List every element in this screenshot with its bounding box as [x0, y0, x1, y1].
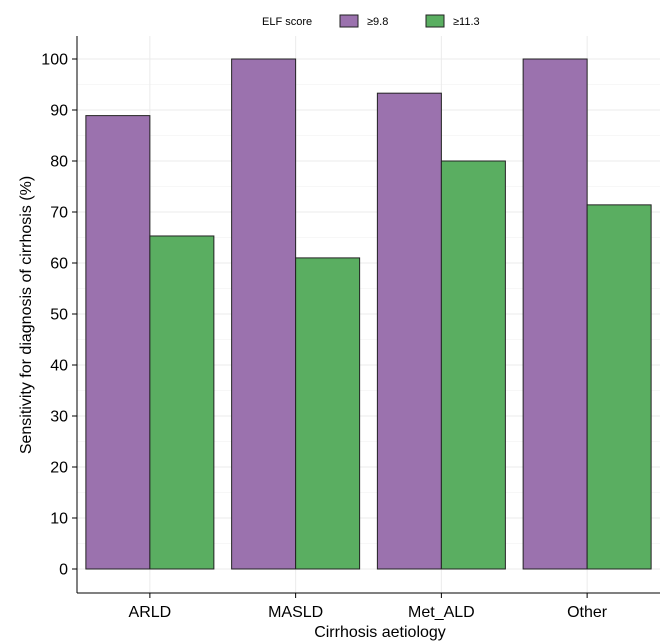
x-axis-title: Cirrhosis aetiology [314, 624, 446, 641]
legend: ELF score ≥9.8 ≥11.3 [262, 14, 480, 28]
y-tick-label: 60 [50, 256, 68, 273]
x-tick-label: Other [567, 604, 608, 621]
legend-title: ELF score [262, 16, 312, 28]
y-tick-label: 80 [50, 154, 68, 171]
bar-masld-series-2 [295, 257, 361, 570]
y-tick-label: 50 [50, 307, 68, 324]
y-tick-label: 0 [59, 562, 68, 579]
bar-other-series-2 [586, 204, 652, 570]
y-tick-label: 40 [50, 358, 68, 375]
bar-arld-series-1 [85, 115, 151, 570]
bar-arld-series-2 [149, 235, 215, 570]
x-tick-label: ARLD [129, 604, 172, 621]
y-axis-title: Sensitivity for diagnosis of cirrhosis (… [18, 176, 35, 454]
legend-label-series-1: ≥9.8 [367, 16, 388, 28]
bar-other-series-1 [522, 58, 588, 570]
y-tick-label: 100 [41, 52, 68, 69]
bars [85, 58, 652, 570]
y-tick-label: 20 [50, 460, 68, 477]
x-axis-ticks: ARLD MASLD Met_ALD Other [129, 593, 608, 621]
x-tick-label: MASLD [268, 604, 323, 621]
bar-masld-series-1 [231, 58, 297, 570]
legend-swatch-series-2 [425, 14, 445, 28]
y-tick-label: 90 [50, 103, 68, 120]
x-tick-label: Met_ALD [408, 604, 475, 621]
y-axis-ticks: 0 10 20 30 40 50 60 70 80 90 100 [41, 52, 77, 579]
legend-label-series-2: ≥11.3 [453, 16, 480, 28]
bar-met-ald-series-2 [440, 160, 506, 570]
bar-met-ald-series-1 [376, 92, 442, 570]
y-tick-label: 30 [50, 409, 68, 426]
y-tick-label: 10 [50, 511, 68, 528]
y-tick-label: 70 [50, 205, 68, 222]
legend-swatch-series-1 [339, 14, 359, 28]
